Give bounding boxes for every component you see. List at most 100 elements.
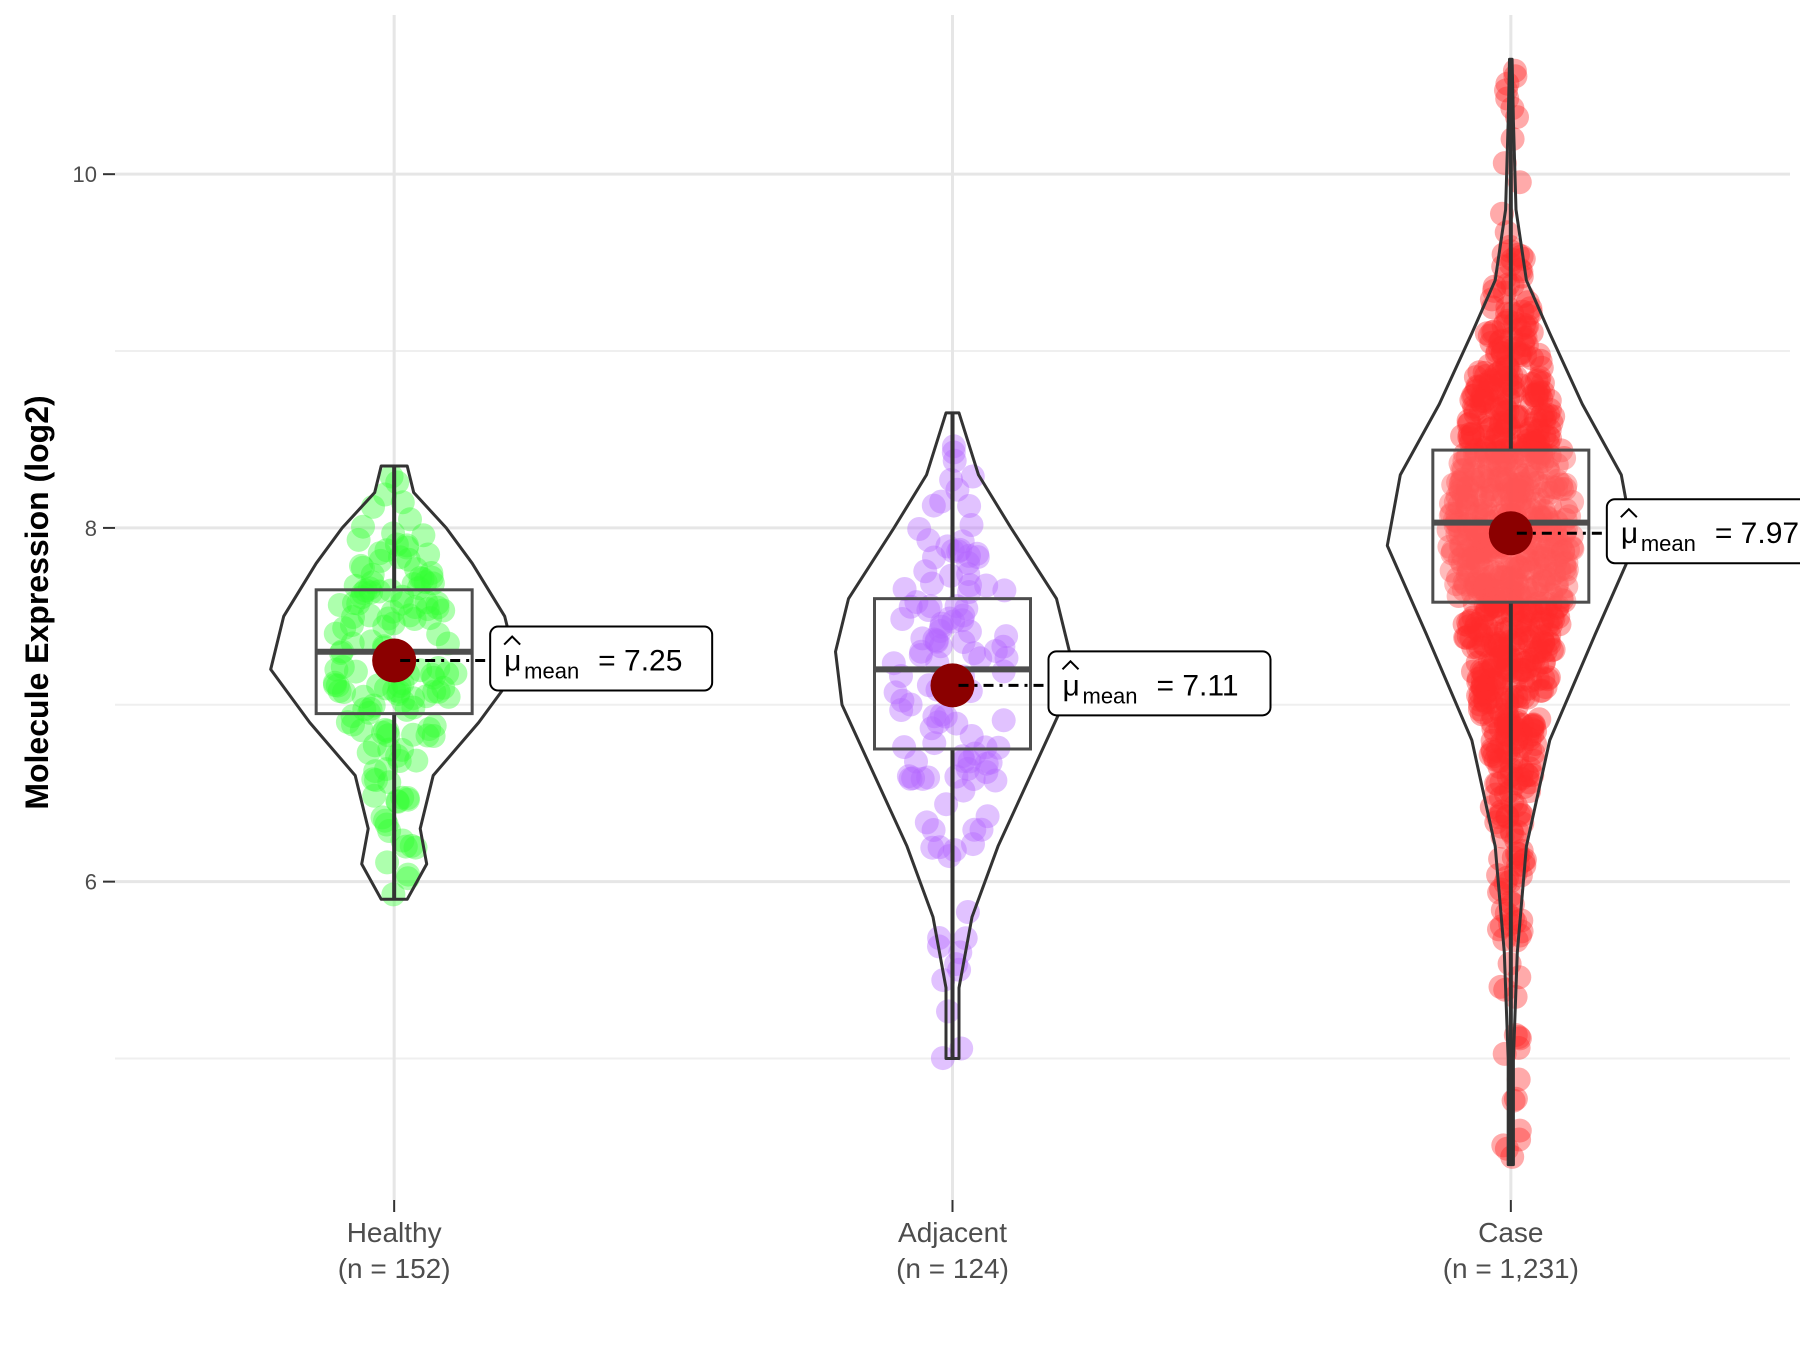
data-point (1483, 579, 1508, 604)
data-point (1531, 481, 1556, 506)
data-point (1513, 599, 1538, 624)
data-point (1494, 467, 1518, 492)
data-point (1516, 478, 1541, 503)
data-point (1465, 374, 1490, 399)
data-point (1552, 521, 1577, 546)
data-point (1489, 877, 1514, 902)
data-point (889, 698, 914, 722)
data-point (1457, 559, 1482, 584)
data-point (1450, 458, 1475, 482)
data-point (1528, 598, 1553, 623)
data-point (374, 757, 399, 782)
data-point (1464, 574, 1489, 599)
data-point (1473, 690, 1498, 715)
mean-dot (930, 663, 975, 708)
data-point (1508, 555, 1533, 580)
data-point (1463, 401, 1488, 426)
data-point (991, 634, 1016, 659)
data-point (1541, 606, 1566, 631)
data-point (394, 697, 419, 722)
data-point (1470, 556, 1494, 581)
data-point (1533, 638, 1558, 663)
data-point (1526, 573, 1551, 597)
data-point (1460, 421, 1485, 446)
data-point (1454, 500, 1479, 524)
data-point (367, 541, 392, 566)
data-point (1462, 572, 1487, 596)
data-point (1458, 608, 1483, 633)
data-point (1516, 423, 1541, 448)
data-point (921, 493, 946, 518)
data-point (327, 593, 352, 617)
data-point (1495, 373, 1520, 397)
mean-label-box (1605, 498, 1800, 565)
data-point (1485, 665, 1510, 690)
data-point (1520, 713, 1545, 737)
data-point (1494, 578, 1519, 603)
y-tick-label: 6 (85, 870, 97, 895)
data-point (1491, 450, 1516, 475)
data-point (1500, 580, 1525, 605)
data-point (1474, 381, 1499, 406)
data-point (1451, 577, 1476, 602)
data-point (385, 789, 410, 814)
data-point (1470, 465, 1495, 490)
data-point (994, 646, 1019, 670)
data-point (1520, 440, 1545, 464)
data-point (1533, 546, 1558, 571)
data-point (1512, 650, 1537, 675)
data-point (1465, 548, 1490, 573)
data-point (1531, 569, 1556, 594)
data-point (1520, 371, 1545, 396)
data-point (1511, 848, 1536, 873)
data-point (1551, 539, 1576, 564)
mean-label-box (489, 625, 714, 692)
data-point (1473, 441, 1498, 466)
data-point (1477, 353, 1502, 378)
data-point (1483, 748, 1508, 773)
data-point (402, 607, 427, 631)
data-point (1502, 473, 1527, 497)
data-point (396, 862, 421, 887)
data-point (1439, 491, 1463, 516)
data-point (360, 562, 385, 587)
data-point (1466, 579, 1491, 604)
data-point (361, 767, 386, 792)
data-point (1502, 380, 1527, 405)
data-point (1511, 685, 1536, 709)
data-point (1494, 740, 1519, 765)
data-point (1548, 533, 1573, 558)
data-point (1544, 523, 1569, 548)
data-point (1536, 402, 1561, 427)
data-point (1538, 426, 1562, 451)
data-point (1544, 574, 1569, 599)
data-point (1463, 616, 1488, 641)
mean-markers: μ mean = 7.25μ mean = 7.11μ mean = 7.97 (372, 498, 1800, 717)
data-point (1489, 381, 1514, 406)
data-point (991, 708, 1016, 733)
data-point (1496, 386, 1521, 411)
data-point (1462, 394, 1486, 419)
data-point (1447, 492, 1472, 517)
mean-symbol: μ (1621, 517, 1638, 550)
data-point (323, 673, 347, 697)
data-point (340, 704, 365, 729)
data-point (1488, 424, 1513, 449)
data-point (1538, 494, 1562, 519)
data-point (1537, 622, 1562, 647)
data-point (1494, 355, 1519, 379)
data-point (1448, 471, 1473, 496)
data-point (1508, 610, 1533, 635)
data-point (1490, 637, 1514, 662)
data-point (1489, 396, 1514, 421)
data-point (1554, 498, 1578, 522)
data-point (422, 713, 447, 738)
data-point (1525, 581, 1550, 606)
data-point (1470, 485, 1495, 510)
data-point (1490, 898, 1515, 922)
data-point (909, 639, 934, 664)
data-point (1469, 702, 1494, 727)
data-point (1482, 427, 1507, 452)
data-point (1482, 594, 1507, 619)
data-point (1527, 365, 1552, 390)
